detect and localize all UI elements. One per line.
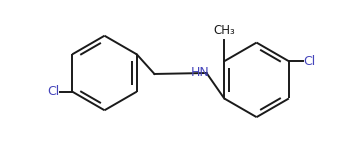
Text: Cl: Cl — [47, 85, 59, 98]
Text: Cl: Cl — [304, 55, 316, 68]
Text: CH₃: CH₃ — [213, 24, 235, 37]
Text: HN: HN — [190, 67, 209, 79]
